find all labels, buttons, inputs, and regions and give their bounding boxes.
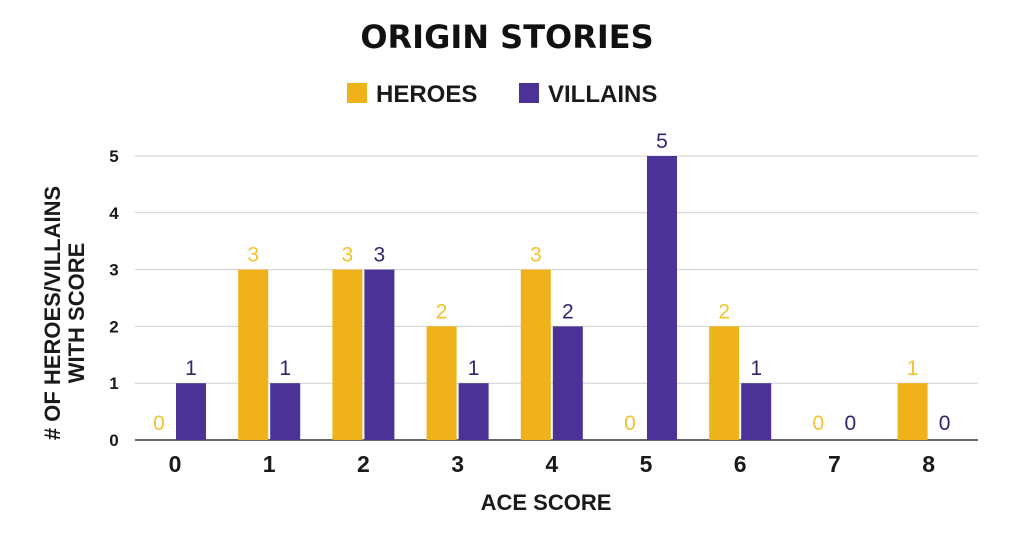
y-axis-label-line-1: # OF HEROES/VILLAINS [40, 186, 65, 440]
y-tick-label: 5 [109, 147, 118, 166]
data-label-villains-4: 2 [562, 300, 574, 323]
data-label-villains-1: 1 [279, 357, 291, 380]
data-label-heroes-6: 2 [718, 300, 730, 323]
y-axis-label: # OF HEROES/VILLAINS WITH SCORE [40, 186, 89, 440]
bar-villains-0 [176, 383, 206, 440]
bar-heroes-4 [520, 269, 551, 440]
data-label-heroes-0: 0 [153, 412, 165, 435]
data-label-heroes-1: 3 [247, 244, 259, 267]
bar-heroes-1 [238, 269, 269, 440]
data-label-villains-5: 5 [656, 130, 668, 153]
x-tick-label: 3 [451, 451, 464, 477]
data-label-heroes-8: 1 [907, 357, 919, 380]
data-label-heroes-2: 3 [342, 244, 354, 267]
x-tick-label: 1 [263, 451, 276, 477]
bar-heroes-2 [332, 269, 363, 440]
y-tick-label: 1 [109, 374, 118, 393]
x-tick-label: 7 [828, 451, 841, 477]
bar-villains-5 [647, 156, 677, 440]
data-label-villains-2: 3 [374, 244, 386, 267]
legend-swatch-villains [519, 83, 539, 103]
bar-villains-4 [552, 326, 583, 440]
bar-heroes-3 [426, 326, 457, 440]
data-label-heroes-7: 0 [813, 412, 825, 435]
bar-villains-2 [364, 269, 395, 440]
bar-heroes-8 [897, 383, 928, 440]
y-tick-label: 2 [109, 317, 118, 336]
x-axis-label: ACE SCORE [481, 490, 612, 515]
bar-villains-6 [741, 383, 772, 440]
x-axis-ticks: 0 1 2 3 4 5 6 7 8 [169, 451, 936, 477]
x-tick-label: 6 [734, 451, 747, 477]
bar-heroes-6 [709, 326, 740, 440]
chart-title: ORIGIN STORIES [360, 18, 653, 56]
data-label-heroes-5: 0 [624, 412, 636, 435]
bar-villains-1 [270, 383, 301, 440]
legend-label-villains: VILLAINS [548, 81, 657, 108]
bar-villains-3 [458, 383, 489, 440]
y-axis-ticks: 0 1 2 3 4 5 [109, 147, 119, 450]
x-tick-label: 0 [169, 451, 182, 477]
legend-swatch-heroes [347, 83, 367, 103]
y-tick-label: 3 [109, 261, 118, 280]
data-label-villains-3: 1 [468, 357, 480, 380]
data-label-heroes-4: 3 [530, 244, 542, 267]
data-label-heroes-3: 2 [436, 300, 448, 323]
legend: HEROES VILLAINS [347, 81, 657, 108]
data-label-villains-6: 1 [750, 357, 762, 380]
x-tick-label: 5 [640, 451, 653, 477]
x-tick-label: 2 [357, 451, 370, 477]
data-label-villains-0: 1 [185, 357, 197, 380]
y-tick-label: 4 [109, 204, 119, 223]
y-tick-label: 0 [109, 431, 118, 450]
x-tick-label: 8 [922, 451, 935, 477]
bars [176, 156, 928, 440]
data-label-villains-8: 0 [939, 412, 951, 435]
legend-label-heroes: HEROES [376, 81, 477, 108]
x-tick-label: 4 [545, 451, 558, 477]
y-axis-label-line-2: WITH SCORE [64, 243, 89, 384]
data-label-villains-7: 0 [845, 412, 857, 435]
